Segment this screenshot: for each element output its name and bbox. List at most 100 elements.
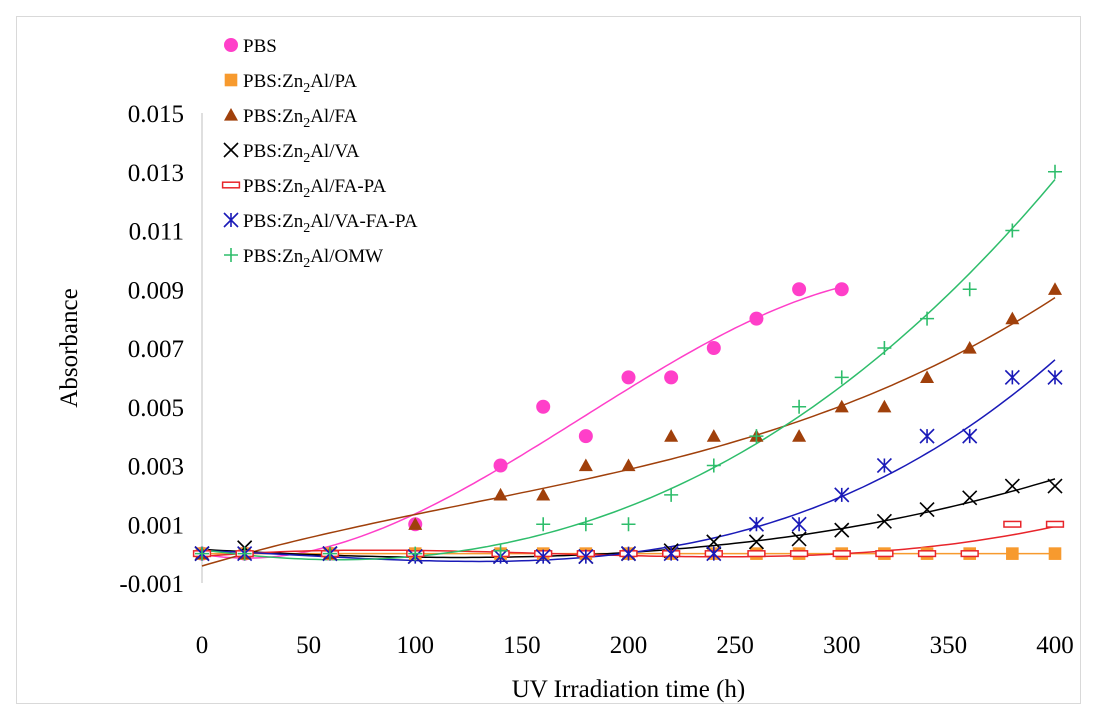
x-tick-label: 350 [930,632,968,659]
data-point-series-5 [535,548,551,565]
data-point-series-6 [493,543,508,558]
legend-marker-0 [224,38,238,52]
data-point-series-5 [1047,369,1063,385]
data-point-series-6 [834,370,849,385]
legend-label-6: PBS:Zn2Al/OMW [243,246,383,271]
trendline-series-6 [201,179,1056,561]
legend-label-0: PBS [243,36,277,57]
data-point-series-3 [1047,478,1063,494]
data-point-series-2 [536,487,551,501]
data-point-series-0 [621,370,636,385]
data-point-series-2 [834,399,849,413]
data-point-series-5 [876,457,892,474]
trendline-series-0 [201,286,842,559]
data-point-series-2 [1005,311,1020,325]
x-axis-title: UV Irradiation time (h) [512,676,746,703]
data-point-series-3 [791,531,807,547]
legend-marker-5 [223,212,239,228]
data-point-series-6 [237,546,252,561]
y-axis-title: Absorbance [56,288,83,407]
data-point-series-6 [621,517,636,532]
legend-marker-6 [224,248,238,262]
legend-label-1: PBS:Zn2Al/PA [243,71,357,96]
data-point-series-0 [578,429,593,444]
data-point-series-4 [917,550,937,558]
data-point-series-3 [919,501,935,518]
data-point-series-6 [877,341,892,355]
data-point-series-6 [920,311,935,326]
y-tick-label: 0.013 [128,160,184,187]
data-point-series-5 [834,487,850,503]
legend-label-5: PBS:Zn2Al/VA-FA-PA [243,211,418,236]
data-point-series-3 [748,534,765,550]
data-point-series-6 [408,546,423,561]
y-tick-label: 0.015 [128,101,184,128]
data-point-series-1 [1048,547,1062,560]
data-point-series-2 [408,517,423,530]
scatter-chart: -0.001 0.001 0.003 0.005 0.007 0.009 0.011 0.01… [56,36,1074,703]
x-tick-label: 200 [610,632,648,659]
data-point-series-0 [664,370,679,385]
x-tick-label: 400 [1036,632,1074,659]
data-point-series-4 [747,550,766,558]
data-point-series-6 [664,487,679,502]
data-point-series-6 [322,546,337,561]
data-point-series-2 [962,341,977,354]
data-point-series-4 [960,550,979,558]
data-point-series-6 [962,282,977,297]
data-point-series-2 [920,370,935,383]
x-tick-label: 150 [503,632,541,659]
data-point-series-2 [578,458,593,472]
data-point-series-3 [1004,478,1020,494]
data-point-series-0 [706,341,721,355]
data-point-series-2 [621,458,636,472]
data-point-series-5 [706,546,722,562]
data-point-series-2 [706,429,721,442]
data-point-series-6 [792,399,807,414]
data-point-series-0 [536,399,551,414]
data-point-series-2 [877,399,892,413]
x-tick-label: 50 [296,632,321,659]
legend-marker-2 [224,108,238,121]
data-point-series-6 [536,517,551,532]
x-tick-label: 300 [823,632,861,659]
data-point-series-5 [791,516,807,532]
data-point-series-4 [875,550,894,558]
legend-marker-3 [223,142,239,158]
y-tick-label: 0.005 [128,395,184,422]
y-tick-label: -0.001 [119,571,184,598]
data-point-series-4 [1045,520,1065,528]
data-point-series-1 [1006,547,1019,560]
data-point-series-6 [1005,223,1020,238]
data-point-series-0 [749,311,764,326]
data-point-series-5 [748,516,765,532]
chart-frame: -0.001 0.001 0.003 0.005 0.007 0.009 0.011 0.01… [16,16,1081,704]
legend-marker-4 [221,181,241,189]
data-point-series-2 [792,429,807,442]
x-tick-label: 250 [716,632,754,659]
x-tick-label: 0 [196,632,209,659]
data-point-series-2 [664,429,679,442]
data-point-series-5 [620,546,637,562]
legend-label-2: PBS:Zn2Al/FA [243,106,358,131]
y-tick-label: 0.011 [129,219,184,246]
data-point-series-6 [195,546,209,561]
data-point-series-0 [792,282,807,297]
data-point-series-6 [749,429,764,444]
data-point-series-5 [1004,369,1020,385]
data-point-series-6 [706,458,721,473]
y-tick-label: 0.001 [128,512,184,539]
data-point-series-5 [663,546,679,562]
y-tick-label: 0.003 [128,454,184,481]
data-point-series-5 [578,548,594,565]
data-point-series-6 [1048,164,1062,179]
data-point-series-3 [706,534,722,550]
data-point-series-2 [493,487,508,501]
y-tick-label: 0.009 [128,277,184,304]
data-point-series-0 [834,282,849,297]
data-point-series-3 [834,522,850,538]
x-tick-label: 100 [397,632,435,659]
data-point-series-3 [876,513,892,529]
data-point-series-2 [1048,282,1062,295]
data-point-series-4 [789,550,809,558]
